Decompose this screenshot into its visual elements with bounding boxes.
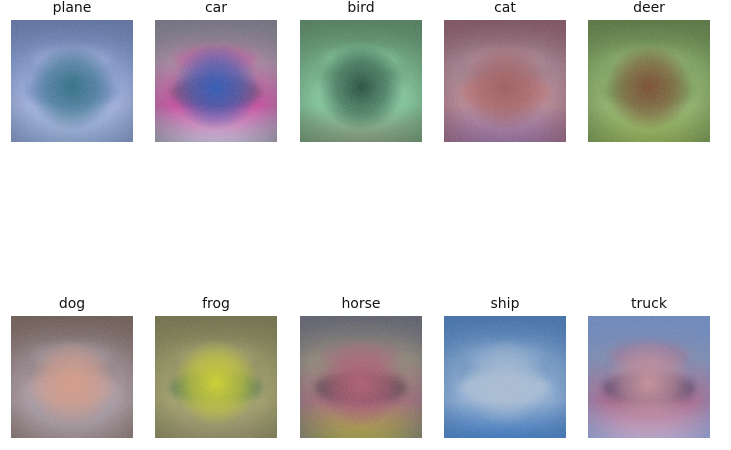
class-title: deer xyxy=(633,0,665,16)
class-panel-plane: plane xyxy=(11,0,133,142)
class-template-image xyxy=(300,20,422,142)
class-panel-ship: ship xyxy=(444,296,566,438)
class-template-image xyxy=(444,316,566,438)
class-title: horse xyxy=(341,296,381,312)
class-panel-frog: frog xyxy=(155,296,277,438)
class-panel-car: car xyxy=(155,0,277,142)
class-template-image xyxy=(588,316,710,438)
class-title: dog xyxy=(58,296,86,312)
class-template-image xyxy=(11,20,133,142)
class-panel-deer: deer xyxy=(588,0,710,142)
class-title: ship xyxy=(490,296,520,312)
class-template-image xyxy=(300,316,422,438)
class-panel-truck: truck xyxy=(588,296,710,438)
class-panel-bird: bird xyxy=(300,0,422,142)
class-title: cat xyxy=(494,0,516,16)
class-title: truck xyxy=(631,296,667,312)
class-title: car xyxy=(204,0,228,16)
class-title: bird xyxy=(347,0,375,16)
class-panel-dog: dog xyxy=(11,296,133,438)
class-title: plane xyxy=(52,0,92,16)
class-template-image xyxy=(444,20,566,142)
class-template-image xyxy=(11,316,133,438)
class-template-image xyxy=(155,20,277,142)
class-panel-horse: horse xyxy=(300,296,422,438)
class-template-image xyxy=(155,316,277,438)
class-title: frog xyxy=(202,296,230,312)
class-template-image xyxy=(588,20,710,142)
class-panel-cat: cat xyxy=(444,0,566,142)
